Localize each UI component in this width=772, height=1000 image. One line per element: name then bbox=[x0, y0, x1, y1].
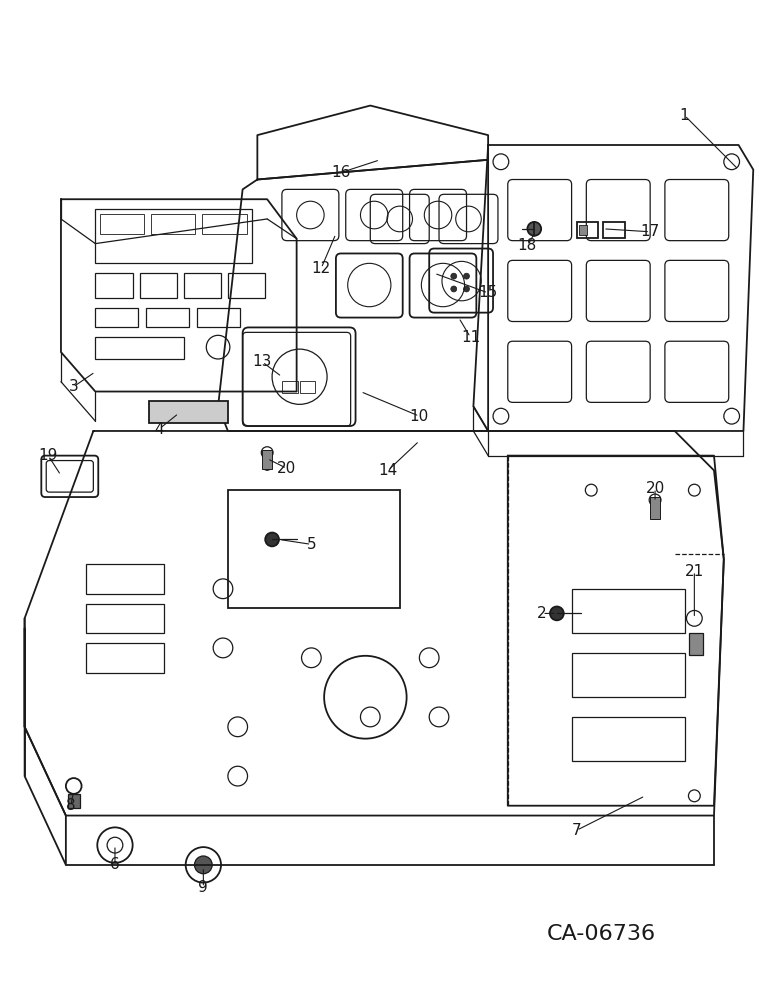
Circle shape bbox=[463, 286, 469, 292]
Circle shape bbox=[195, 856, 212, 874]
Bar bbox=[650, 497, 660, 519]
Circle shape bbox=[266, 533, 279, 546]
Text: 12: 12 bbox=[312, 261, 331, 276]
Bar bbox=[571, 717, 685, 761]
Bar bbox=[603, 222, 625, 238]
Bar bbox=[202, 214, 246, 234]
Bar bbox=[95, 337, 184, 359]
Bar bbox=[282, 381, 298, 393]
Bar bbox=[571, 589, 685, 633]
Bar bbox=[571, 653, 685, 697]
Circle shape bbox=[550, 606, 564, 620]
Circle shape bbox=[463, 273, 469, 279]
Bar bbox=[147, 308, 188, 327]
Text: 7: 7 bbox=[572, 823, 581, 838]
Text: 17: 17 bbox=[641, 224, 660, 239]
Text: 9: 9 bbox=[198, 880, 208, 895]
Bar bbox=[140, 273, 177, 298]
Bar bbox=[95, 308, 137, 327]
Bar bbox=[95, 273, 133, 298]
Bar bbox=[86, 604, 164, 633]
Text: 18: 18 bbox=[518, 238, 537, 253]
Text: 14: 14 bbox=[378, 463, 398, 478]
Circle shape bbox=[527, 222, 541, 236]
Text: 1: 1 bbox=[679, 108, 689, 123]
Bar bbox=[300, 381, 315, 393]
Text: 5: 5 bbox=[306, 537, 317, 552]
Bar bbox=[262, 450, 272, 469]
Bar bbox=[577, 222, 598, 238]
Bar bbox=[184, 273, 221, 298]
Text: CA-06736: CA-06736 bbox=[547, 924, 655, 944]
Bar bbox=[580, 225, 587, 235]
Bar bbox=[149, 401, 228, 423]
Text: 2: 2 bbox=[537, 606, 547, 621]
Bar bbox=[228, 490, 400, 608]
Circle shape bbox=[451, 273, 457, 279]
Circle shape bbox=[451, 286, 457, 292]
Bar bbox=[228, 273, 266, 298]
Text: 13: 13 bbox=[252, 354, 272, 369]
Text: 20: 20 bbox=[645, 481, 665, 496]
Bar bbox=[68, 794, 80, 808]
Text: 16: 16 bbox=[331, 165, 350, 180]
Bar bbox=[100, 214, 144, 234]
Text: 20: 20 bbox=[277, 461, 296, 476]
Text: 10: 10 bbox=[410, 409, 429, 424]
Text: 21: 21 bbox=[685, 564, 704, 578]
Bar bbox=[689, 633, 703, 655]
Bar bbox=[151, 214, 195, 234]
Bar bbox=[86, 643, 164, 673]
Text: 3: 3 bbox=[69, 379, 79, 394]
Text: 19: 19 bbox=[39, 448, 58, 463]
Text: 4: 4 bbox=[154, 422, 164, 436]
Text: 15: 15 bbox=[479, 285, 498, 300]
Bar bbox=[86, 564, 164, 594]
Text: 8: 8 bbox=[66, 798, 76, 813]
Text: 11: 11 bbox=[461, 330, 480, 345]
Bar bbox=[95, 209, 252, 263]
Text: 6: 6 bbox=[110, 857, 120, 872]
Bar bbox=[198, 308, 239, 327]
